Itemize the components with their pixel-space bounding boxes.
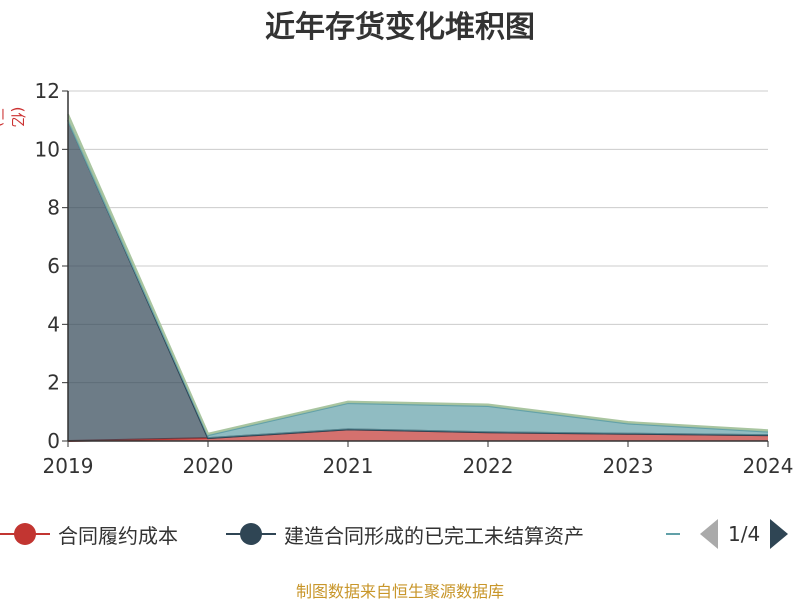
area-series-0 — [68, 429, 768, 441]
legend-page-indicator: 1/4 — [728, 522, 761, 546]
chart-svg: 0 2 4 6 8 10 12 2019 2020 2021 2022 2023 2024 — [35, 79, 794, 478]
source-note: 制图数据来自恒生聚源数据库 — [295, 582, 504, 601]
y-tick-label: 8 — [47, 196, 60, 220]
legend-label-contract-cost: 合同履约成本 — [58, 523, 178, 548]
legend-item-construction-asset[interactable]: 建造合同形成的已完工未结算资产 — [226, 516, 584, 552]
y-tick-label: 12 — [35, 79, 60, 103]
legend-item-contract-cost[interactable]: 合同履约成本 — [0, 516, 178, 552]
y-tick-label: 2 — [47, 371, 60, 395]
y-tick-label: 6 — [47, 254, 60, 278]
x-tick-label: 2024 — [743, 454, 794, 478]
x-tick-label: 2019 — [43, 454, 94, 478]
legend: 合同履约成本 建造合同形成的已完工未结算资产 1/4 — [0, 516, 800, 556]
x-tick-label: 2020 — [183, 454, 234, 478]
legend-swatch-construction-asset — [226, 516, 276, 552]
line-series-3 — [67, 113, 769, 435]
chart-title: 近年存货变化堆积图 — [265, 10, 535, 45]
x-tick-label: 2023 — [603, 454, 654, 478]
x-tick-label: 2022 — [463, 454, 514, 478]
y-tick-label: 10 — [35, 137, 60, 161]
legend-next-item-swatch — [666, 533, 680, 535]
legend-swatch-contract-cost — [0, 516, 50, 552]
y-tick-label: 0 — [47, 429, 60, 453]
legend-pager: 1/4 — [700, 516, 789, 552]
y-tick-label: 4 — [47, 312, 60, 336]
prev-page-arrow-icon[interactable] — [700, 519, 718, 549]
area-series-1 — [68, 120, 768, 442]
next-page-arrow-icon[interactable] — [770, 519, 789, 549]
x-tick-label: 2021 — [323, 454, 374, 478]
legend-label-construction-asset: 建造合同形成的已完工未结算资产 — [284, 523, 584, 548]
